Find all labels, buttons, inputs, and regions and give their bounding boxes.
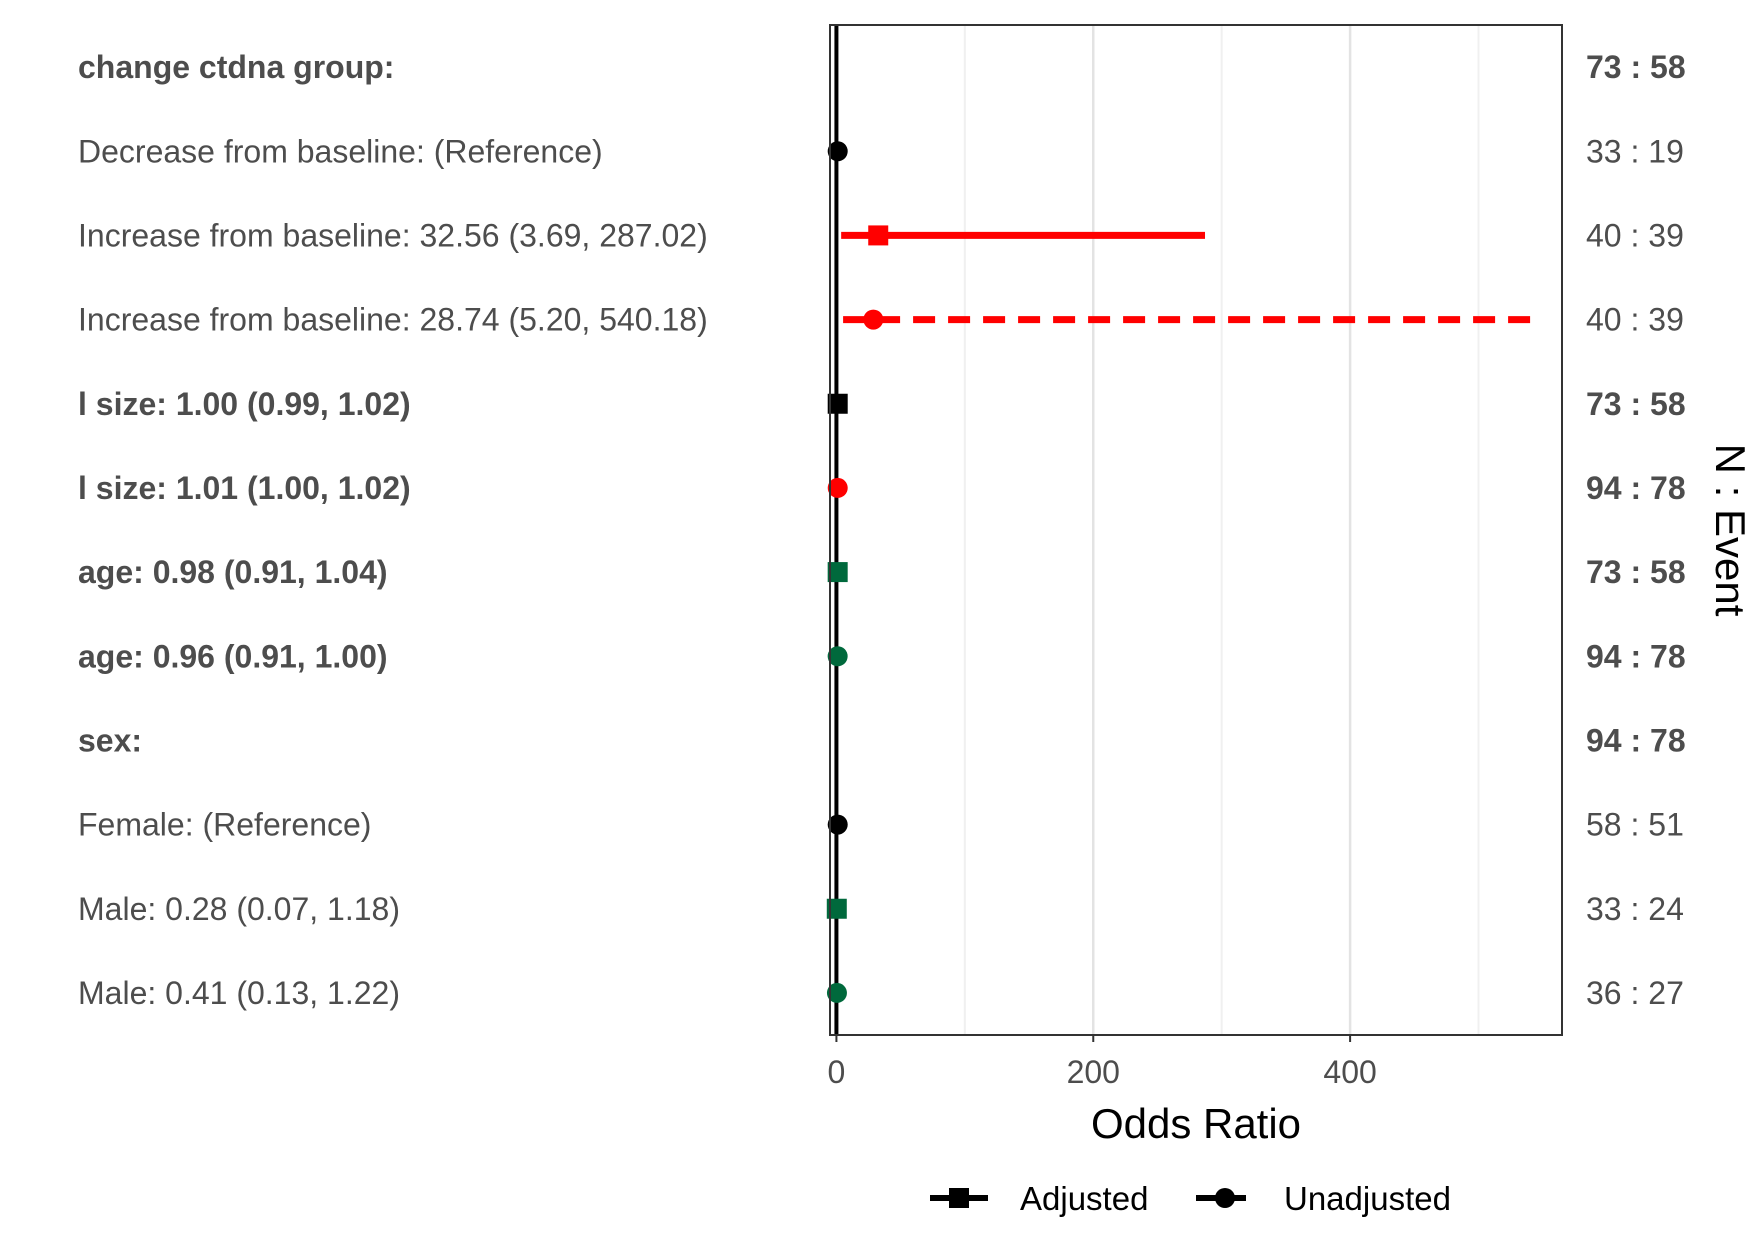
row-label: l size: 1.01 (1.00, 1.02): [78, 470, 411, 506]
n-event-label: 40 : 39: [1586, 302, 1684, 338]
row-label: age: 0.96 (0.91, 1.00): [78, 638, 388, 674]
n-event-label: 94 : 78: [1586, 638, 1686, 674]
row-label: l size: 1.00 (0.99, 1.02): [78, 386, 411, 422]
interval-layer: [836, 231, 1531, 997]
n-event-label: 94 : 78: [1586, 722, 1686, 758]
point-circle: [827, 646, 848, 667]
row-label: age: 0.98 (0.91, 1.04): [78, 554, 388, 590]
legend: Adjusted Unadjusted: [930, 1180, 1451, 1217]
n-event-layer: 73 : 58 33 : 19 40 : 39 40 : 39 73 : 58 94 : …: [1586, 49, 1686, 1011]
point-square: [826, 898, 847, 919]
point-circle: [827, 477, 848, 498]
n-event-label: 94 : 78: [1586, 470, 1686, 506]
row-label: Male: 0.28 (0.07, 1.18): [78, 891, 400, 927]
x-tick-label: 0: [828, 1054, 846, 1090]
x-tick-label: 200: [1067, 1054, 1120, 1090]
legend-label: Unadjusted: [1284, 1180, 1451, 1217]
row-label: Female: (Reference): [78, 807, 371, 843]
point-circle: [863, 309, 884, 330]
row-label: change ctdna group:: [78, 49, 394, 85]
n-event-label: 33 : 24: [1586, 891, 1684, 927]
point-circle: [826, 982, 847, 1003]
point-square: [827, 562, 848, 583]
legend-key-square: [949, 1188, 969, 1208]
n-event-label: 73 : 58: [1586, 49, 1686, 85]
x-tick-label: 400: [1323, 1054, 1376, 1090]
point-square: [868, 225, 889, 246]
n-event-label: 33 : 19: [1586, 133, 1684, 169]
grid-layer: [835, 25, 1480, 1035]
point-circle: [827, 814, 848, 835]
panel-border: [829, 24, 1563, 1036]
legend-label: Adjusted: [1020, 1180, 1148, 1217]
n-event-label: 36 : 27: [1586, 975, 1684, 1011]
n-event-label: 58 : 51: [1586, 807, 1684, 843]
row-label: Increase from baseline: 28.74 (5.20, 540…: [78, 302, 708, 338]
point-layer: [826, 141, 889, 1003]
x-axis-title: Odds Ratio: [1091, 1100, 1301, 1147]
point-square: [827, 393, 848, 414]
row-label: sex:: [78, 722, 142, 758]
row-label-layer: change ctdna group: Decrease from baselin…: [78, 49, 708, 1011]
point-circle: [827, 141, 848, 162]
row-label: Increase from baseline: 32.56 (3.69, 287…: [78, 217, 708, 253]
right-axis-title: N : Event: [1707, 444, 1754, 617]
n-event-label: 40 : 39: [1586, 217, 1684, 253]
row-label: Decrease from baseline: (Reference): [78, 133, 603, 169]
row-label: Male: 0.41 (0.13, 1.22): [78, 975, 400, 1011]
legend-key-circle: [1215, 1188, 1235, 1208]
n-event-label: 73 : 58: [1586, 554, 1686, 590]
n-event-label: 73 : 58: [1586, 386, 1686, 422]
x-tick-layer: 0 200 400: [828, 1035, 1377, 1090]
